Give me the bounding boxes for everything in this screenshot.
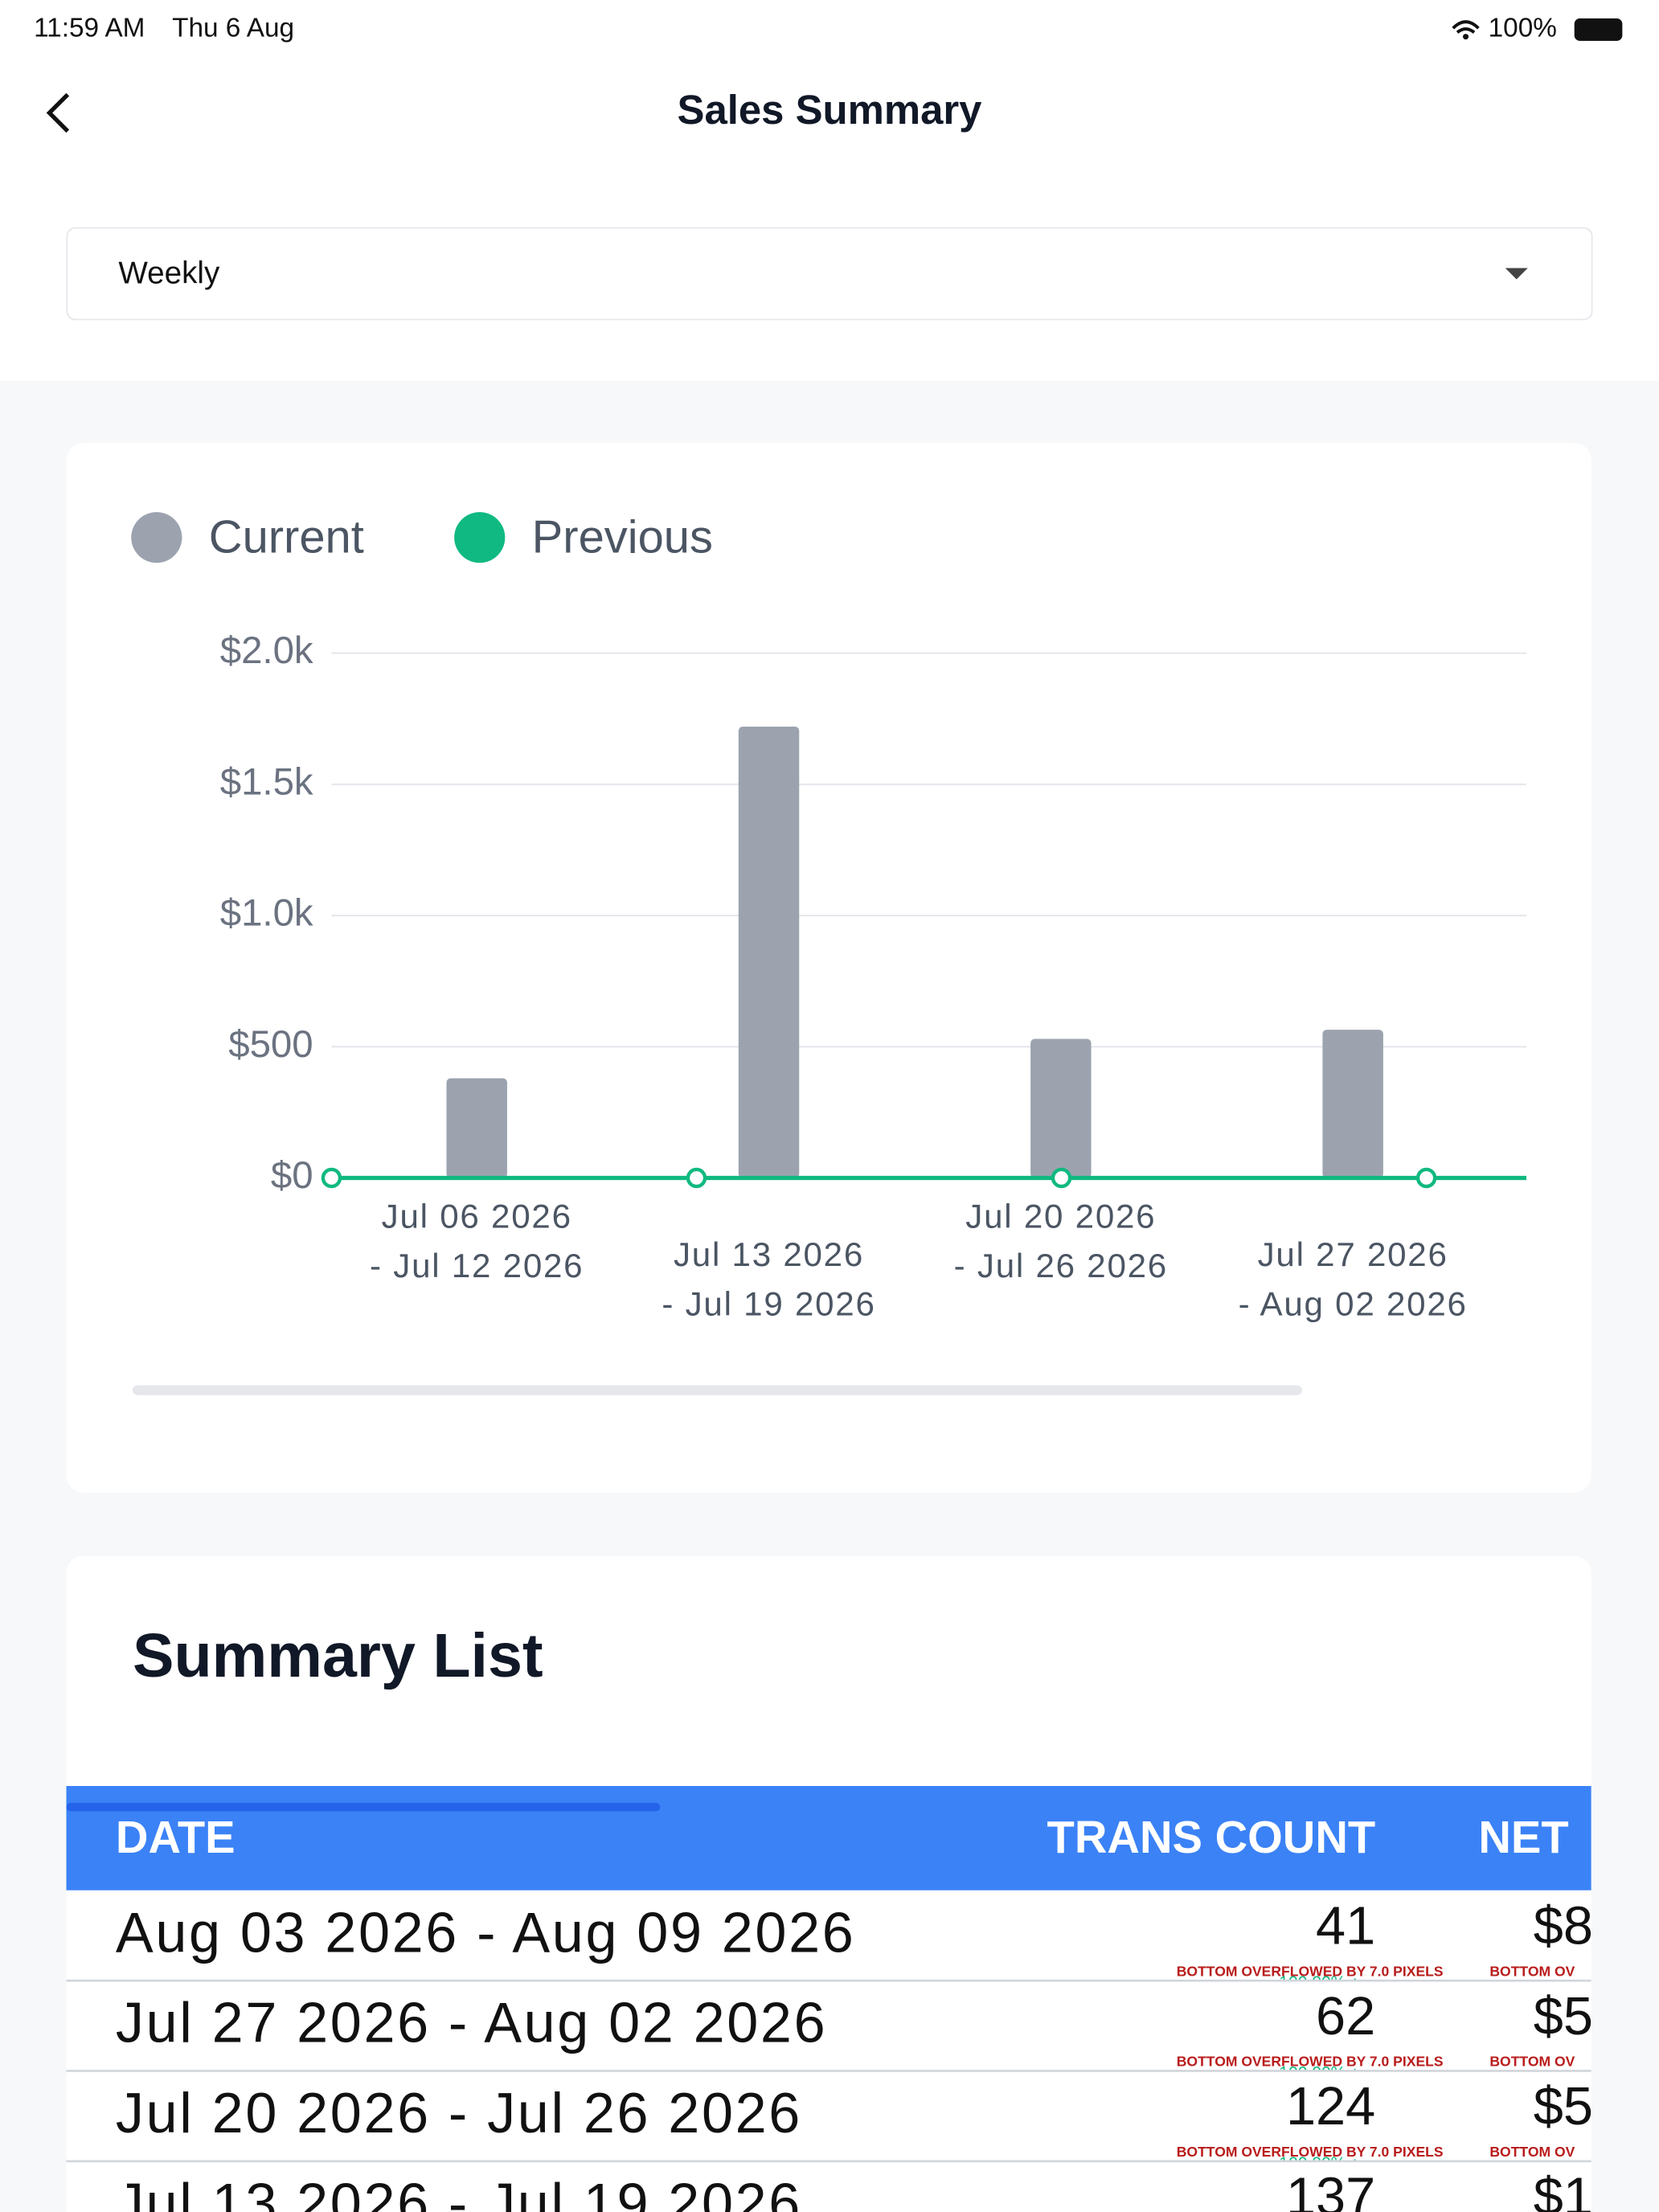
legend-swatch [454,512,506,563]
y-tick-label: $500 [228,1023,313,1066]
status-time: 11:59 AM [34,14,145,43]
row-date: Aug 03 2026 - Aug 09 2026 [116,1900,856,1964]
table-scroll-indicator [66,1803,661,1812]
row-count: 137 [1286,2168,1375,2212]
overflow-warning: BOTTOM OVERFLOWED BY 7.0 PIXELS [1177,1963,1444,1979]
y-tick-label: $1.0k [220,892,313,935]
dropdown-value: Weekly [118,256,220,290]
y-tick-label: $0 [271,1154,313,1197]
dropdown-caret [1505,268,1528,280]
row-net: $5 [1534,2077,1593,2136]
bar [1030,1038,1092,1178]
chart-card [66,443,1591,1493]
period-dropdown[interactable] [66,227,1593,321]
legend-label: Previous [532,512,713,563]
x-tick-label: Jul 13 2026 [674,1235,864,1273]
legend-label: Current [209,512,364,563]
y-tick-label: $1.5k [220,760,313,803]
wifi-icon [1452,20,1480,34]
row-count: 41 [1316,1897,1375,1956]
bar [1322,1030,1383,1178]
row-count: 62 [1316,1987,1375,2046]
summary-title: Summary List [133,1621,543,1690]
back-button[interactable] [46,92,70,133]
overflow-warning: BOTTOM OV [1489,2054,1575,2070]
overflow-warning: BOTTOM OVERFLOWED BY 7.0 PIXELS [1177,2144,1444,2160]
x-tick-label: Jul 27 2026 [1258,1235,1448,1273]
table-row [66,1981,1591,2071]
row-date: Jul 13 2026 - Jul 19 2026 [116,2171,802,2212]
x-tick-label: - Aug 02 2026 [1239,1284,1468,1322]
row-net: $5 [1534,1987,1593,2046]
row-net: $8 [1534,1897,1593,1956]
chart-scrollbar[interactable] [132,1385,1302,1395]
bar [446,1078,507,1178]
battery-icon [1574,18,1623,41]
overflow-warning: BOTTOM OV [1489,1963,1575,1979]
x-tick-label: Jul 06 2026 [382,1198,572,1235]
column-header: TRANS COUNT [1047,1812,1376,1862]
table-row [66,2161,1591,2212]
row-count: 124 [1286,2077,1375,2136]
previous-point [1415,1167,1437,1189]
previous-point [321,1167,342,1189]
status-battery: 100% [1489,14,1557,43]
status-date: Thu 6 Aug [172,14,294,43]
previous-point [686,1167,707,1189]
row-date: Jul 27 2026 - Aug 02 2026 [116,1991,827,2054]
chart: Current Previous $0 $500 $1.0k $1.5k $2.0k Jul … [131,512,1527,1322]
page-title: Sales Summary [678,87,983,133]
x-tick-label: - Jul 12 2026 [370,1247,584,1284]
legend-swatch [131,512,182,563]
x-tick-label: - Jul 26 2026 [954,1247,1168,1284]
overflow-warning: BOTTOM OV [1489,2144,1575,2160]
y-tick-label: $2.0k [220,629,313,672]
bar [738,727,800,1178]
wifi-dot [1463,34,1469,40]
x-tick-label: Jul 20 2026 [965,1198,1156,1235]
row-date: Jul 20 2026 - Jul 26 2026 [116,2081,802,2144]
table-row [66,1890,1591,1981]
row-net: $17 [1534,2168,1623,2212]
previous-point [1051,1167,1072,1189]
table-row [66,2071,1591,2161]
overflow-warning: BOTTOM OVERFLOWED BY 7.0 PIXELS [1177,2054,1444,2070]
x-tick-label: - Jul 19 2026 [662,1284,875,1322]
column-header: NET [1478,1812,1568,1862]
column-header: DATE [116,1812,236,1862]
